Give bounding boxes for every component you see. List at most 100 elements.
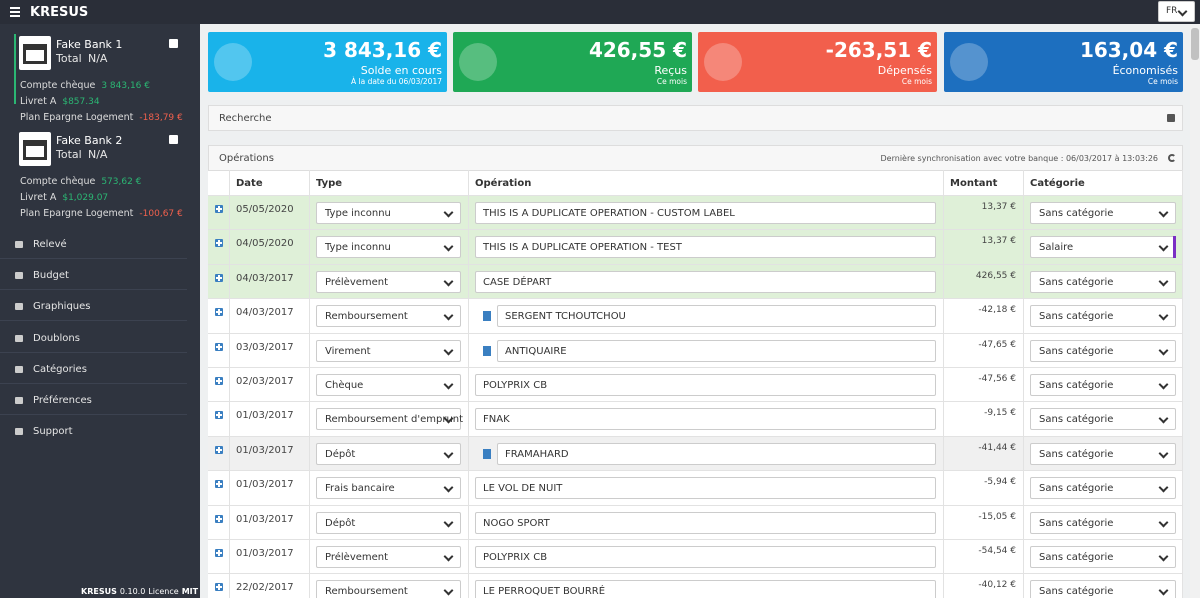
account-balance: -100,67 €	[139, 209, 183, 219]
card-amount: 426,55 €	[588, 38, 687, 62]
sync-info: Dernière synchronisation avec votre banq…	[880, 154, 1158, 163]
operation-row: 01/03/2017 Prélèvement POLYPRIX CB -54,54 €…	[208, 540, 1183, 575]
operation-date: 01/03/2017	[236, 513, 294, 525]
category-select[interactable]: Sans catégorie	[1030, 374, 1176, 396]
label-input[interactable]: THIS IS A DUPLICATE OPERATION - TEST	[475, 236, 936, 259]
operation-category: Salaire	[1039, 242, 1074, 254]
category-select[interactable]: Sans catégorie	[1030, 511, 1176, 534]
operation-type: Prélèvement	[325, 276, 389, 288]
operation-date: 01/03/2017	[236, 479, 294, 491]
label-input[interactable]: FRAMAHARD	[497, 442, 936, 465]
card-amount: 163,04 €	[1079, 38, 1178, 62]
bank-icon	[19, 132, 51, 166]
type-select[interactable]: Prélèvement	[316, 270, 461, 293]
expand-icon[interactable]	[1167, 114, 1175, 122]
brand: KRESUS	[30, 5, 89, 20]
attachment-icon[interactable]	[483, 448, 491, 459]
menu-item[interactable]: Support	[33, 426, 73, 438]
operation-row: 04/03/2017 Remboursement SERGENT TCHOUTCHO…	[208, 299, 1183, 334]
attachment-icon[interactable]	[483, 345, 491, 356]
category-select[interactable]: Sans catégorie	[1030, 580, 1176, 598]
account[interactable]: Plan Epargne Logement -183,79 €	[20, 112, 190, 124]
operation-category: Sans catégorie	[1039, 208, 1114, 219]
label-input[interactable]: CASE DÉPART	[475, 270, 936, 293]
category-select[interactable]: Sans catégorie	[1030, 305, 1176, 328]
category-select[interactable]: Sans catégorie	[1030, 202, 1176, 224]
label-input[interactable]: SERGENT TCHOUTCHOU	[497, 305, 936, 328]
account[interactable]: Plan Epargne Logement -100,67 €	[20, 208, 190, 220]
expand-operation[interactable]	[215, 514, 223, 523]
label-input[interactable]: FNAK	[475, 408, 936, 431]
footer-license: MIT	[181, 587, 199, 596]
operation-date: 02/03/2017	[236, 376, 294, 387]
type-select[interactable]: Dépôt	[316, 442, 461, 465]
menu-item[interactable]: Doublons	[33, 332, 80, 344]
operation-label: POLYPRIX CB	[483, 380, 548, 391]
type-select[interactable]: Remboursement d'emprunt	[316, 408, 463, 431]
type-select[interactable]: Virement	[316, 339, 461, 362]
category-select[interactable]: Sans catégorie	[1030, 442, 1176, 465]
operation-amount: -47,65 €	[978, 339, 1016, 350]
label-input[interactable]: THIS IS A DUPLICATE OPERATION - CUSTOM L…	[475, 202, 936, 224]
category-select[interactable]: Sans catégorie	[1030, 477, 1176, 500]
expand-operation[interactable]	[215, 480, 223, 489]
type-select[interactable]: Chèque	[316, 374, 461, 396]
menu-item[interactable]: Graphiques	[33, 301, 91, 313]
type-select[interactable]: Type inconnu	[316, 236, 461, 259]
expand-operation[interactable]	[215, 445, 223, 454]
operation-label: POLYPRIX CB	[483, 552, 548, 563]
expand-operation[interactable]	[215, 273, 223, 282]
account[interactable]: Compte chèque 3 843,16 €	[20, 80, 190, 92]
account-name: Compte chèque	[20, 80, 96, 91]
table-header: Date Type Opération Montant Catégorie	[208, 170, 1183, 196]
collapse-button[interactable]	[169, 135, 178, 144]
expand-operation[interactable]	[215, 342, 223, 351]
menu-item[interactable]: Budget	[33, 270, 69, 282]
expand-operation[interactable]	[215, 411, 223, 420]
expand-operation[interactable]	[215, 308, 223, 317]
search-panel[interactable]: Recherche	[208, 105, 1183, 131]
type-select[interactable]: Remboursement	[316, 305, 461, 328]
expand-operation[interactable]	[215, 205, 223, 213]
label-input[interactable]: LE VOL DE NUIT	[475, 477, 936, 500]
operation-category: Sans catégorie	[1039, 483, 1114, 495]
label-input[interactable]: NOGO SPORT	[475, 511, 936, 534]
category-select[interactable]: Salaire	[1030, 236, 1176, 259]
menu-item[interactable]: Préférences	[33, 395, 92, 406]
card-icon	[459, 43, 497, 81]
operation-category: Sans catégorie	[1039, 552, 1114, 563]
column-header: Type	[316, 178, 343, 189]
expand-operation[interactable]	[215, 583, 223, 592]
language-select[interactable]: FR	[1158, 1, 1195, 22]
card-label: Reçus	[654, 64, 687, 77]
category-select[interactable]: Sans catégorie	[1030, 270, 1176, 293]
account[interactable]: Compte chèque 573,62 €	[20, 176, 190, 188]
expand-operation[interactable]	[215, 377, 223, 385]
account[interactable]: Livret A $1,029.07	[20, 192, 190, 204]
expand-operation[interactable]	[215, 549, 223, 557]
type-select[interactable]: Type inconnu	[316, 202, 461, 224]
sync-button[interactable]	[1168, 154, 1176, 162]
label-input[interactable]: POLYPRIX CB	[475, 546, 936, 568]
column-divider	[943, 170, 944, 598]
category-select[interactable]: Sans catégorie	[1030, 339, 1176, 362]
label-input[interactable]: ANTIQUAIRE	[497, 339, 936, 362]
category-color	[1173, 236, 1176, 259]
type-select[interactable]: Dépôt	[316, 511, 461, 534]
menu-item[interactable]: Relevé	[33, 239, 67, 250]
type-select[interactable]: Remboursement	[316, 580, 461, 598]
type-select[interactable]: Frais bancaire	[316, 477, 461, 500]
menu-toggle[interactable]	[10, 7, 20, 17]
label-input[interactable]: POLYPRIX CB	[475, 374, 936, 396]
attachment-icon[interactable]	[483, 311, 491, 322]
menu-item[interactable]: Catégories	[33, 363, 87, 375]
category-select[interactable]: Sans catégorie	[1030, 546, 1176, 568]
label-input[interactable]: LE PERROQUET BOURRÉ	[475, 580, 936, 598]
account[interactable]: Livret A $857.34	[20, 96, 190, 108]
category-select[interactable]: Sans catégorie	[1030, 408, 1176, 431]
operation-date: 22/02/2017	[236, 582, 294, 594]
type-select[interactable]: Prélèvement	[316, 546, 461, 568]
operation-label: ANTIQUAIRE	[505, 345, 567, 357]
collapse-button[interactable]	[169, 39, 178, 48]
expand-operation[interactable]	[215, 239, 223, 248]
